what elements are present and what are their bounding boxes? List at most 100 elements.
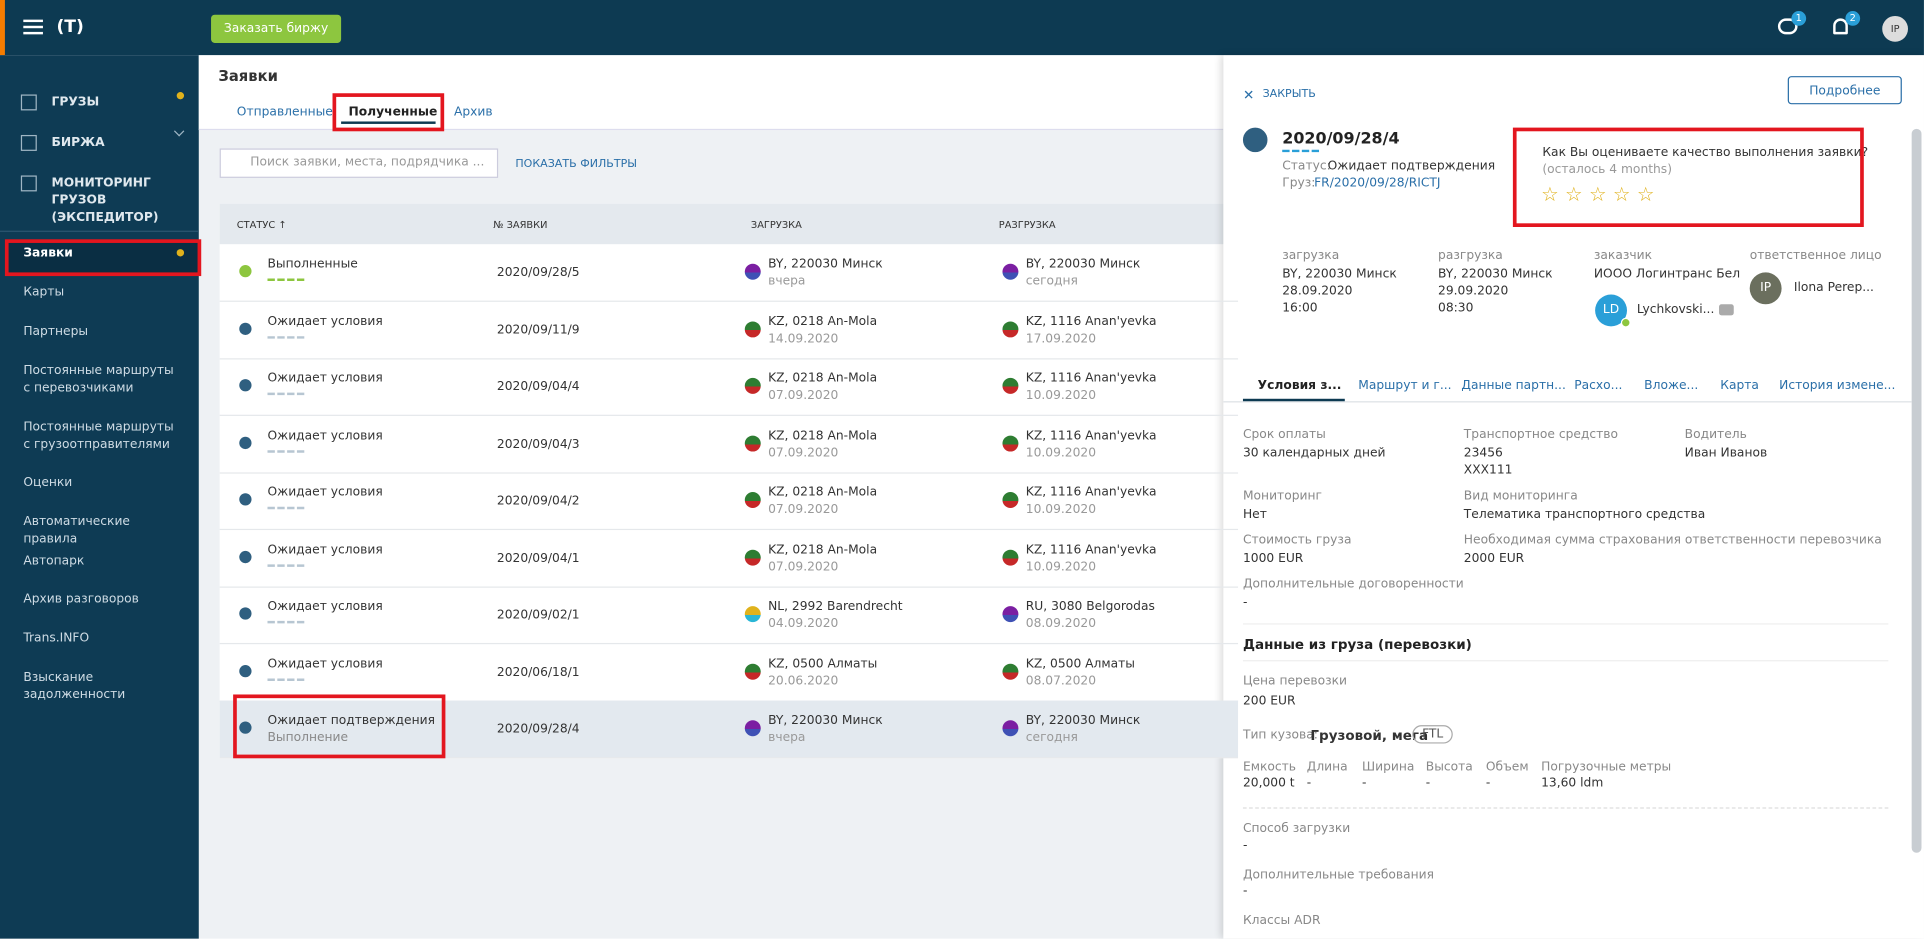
- clock-icon: [1242, 127, 1268, 153]
- scrollbar[interactable]: [1911, 128, 1922, 853]
- section-title: Данные из груза (перевозки): [1242, 636, 1472, 653]
- nav-item[interactable]: Карты: [23, 285, 65, 300]
- load-date: 20.06.2020: [768, 674, 839, 688]
- field-label: Необходимая сумма страхования ответствен…: [1463, 533, 1882, 548]
- notifications-icon[interactable]: [1833, 18, 1848, 35]
- nav-item[interactable]: Оценки: [23, 476, 73, 490]
- flag: [1002, 663, 1019, 680]
- info-line: 29.09.2020: [1438, 284, 1509, 299]
- detail-tab[interactable]: Расхо...: [1574, 379, 1623, 393]
- nav-item[interactable]: Взыскание задолженности: [23, 671, 126, 702]
- tab[interactable]: Архив: [453, 105, 493, 120]
- star[interactable]: ☆: [1612, 182, 1631, 207]
- nav-top-item[interactable]: БИРЖА: [51, 136, 105, 150]
- detail-tab[interactable]: Карта: [1720, 379, 1759, 393]
- star[interactable]: ☆: [1636, 182, 1655, 207]
- nav-item[interactable]: Постоянные маршруты с перевозчиками: [23, 364, 174, 396]
- row-border: [219, 300, 1239, 302]
- flag: [1002, 377, 1019, 394]
- highlight: [4, 239, 202, 277]
- field-label: Высота: [1425, 760, 1473, 775]
- number: 2020/09/11/9: [496, 323, 580, 337]
- star[interactable]: ☆: [1588, 182, 1607, 207]
- row-border: [219, 757, 1239, 759]
- detail-tab[interactable]: Условия з...: [1257, 379, 1342, 393]
- nav-item[interactable]: Автопарк: [23, 554, 85, 569]
- flag: [744, 377, 761, 394]
- star[interactable]: ☆: [1541, 182, 1559, 207]
- dot: [176, 92, 185, 100]
- nav-item[interactable]: Trans.INFO: [23, 631, 90, 646]
- nav-item[interactable]: Архив разговоров: [23, 592, 139, 607]
- column-header: № ЗАЯВКИ: [493, 219, 548, 231]
- messages-icon[interactable]: [1777, 18, 1798, 35]
- detail-tab[interactable]: Данные партн...: [1461, 379, 1566, 393]
- detail-tab[interactable]: Маршрут и г...: [1358, 379, 1452, 393]
- nav-item[interactable]: Партнеры: [23, 325, 89, 339]
- status-icon: [239, 607, 252, 620]
- field-value: 20,000 t: [1242, 776, 1295, 791]
- tab[interactable]: Отправленные: [236, 105, 333, 120]
- load-date: 07.09.2020: [768, 503, 839, 517]
- cargo[interactable]: FR/2020/09/28/RICTJ: [1314, 176, 1441, 191]
- column-header: СТАТУС ↑: [236, 219, 287, 231]
- search-placeholder: Поиск заявки, места, подрядчика ...: [250, 155, 485, 170]
- flag: [1002, 263, 1019, 280]
- badge: 1: [1791, 11, 1807, 26]
- number: 2020/09/04/4: [496, 380, 580, 394]
- flag: [744, 492, 761, 508]
- number: 2020/06/18/1: [496, 665, 580, 680]
- status-icon: [239, 664, 252, 677]
- search[interactable]: [219, 148, 499, 178]
- field-label: Длина: [1306, 760, 1348, 775]
- load: NL, 2992 Barendrecht: [768, 600, 903, 614]
- nav-top-item[interactable]: ГРУЗЫ: [51, 95, 100, 110]
- status: Ожидает условия: [267, 428, 383, 443]
- progress: [267, 449, 305, 453]
- status: Ожидает подтверждения: [1327, 159, 1496, 174]
- detail-tab[interactable]: История измене...: [1779, 379, 1896, 393]
- unload-date: сегодня: [1025, 274, 1078, 289]
- order-button[interactable]: Заказать биржу: [211, 14, 342, 43]
- load-date: 07.09.2020: [768, 446, 839, 460]
- status-icon: [239, 322, 252, 335]
- number: 2020/09/04/3: [496, 437, 580, 451]
- field-value: 200 EUR: [1242, 694, 1296, 708]
- rating-left: (осталось 4 months): [1542, 163, 1672, 177]
- field-value: 2000 EUR: [1463, 552, 1525, 566]
- detail-tab[interactable]: Вложе...: [1644, 379, 1699, 393]
- field-value: XXX111: [1463, 463, 1513, 478]
- column-header: ЗАГРУЗКА: [750, 219, 802, 231]
- more[interactable]: Подробнее: [1787, 76, 1902, 105]
- menu-icon[interactable]: [23, 19, 43, 23]
- filters-link[interactable]: ПОКАЗАТЬ ФИЛЬТРЫ: [515, 158, 638, 171]
- nav-top-item[interactable]: МОНИТОРИНГ ГРУЗОВ (ЭКСПЕДИТОР): [51, 176, 159, 225]
- unload-date: 08.09.2020: [1025, 617, 1097, 631]
- field-value: 30 календарных дней: [1242, 446, 1386, 461]
- field-label: Ширина: [1361, 760, 1415, 775]
- status-icon: [239, 493, 252, 506]
- highlight: [332, 93, 445, 132]
- unload: KZ, 1116 Anan'yevka: [1025, 542, 1157, 557]
- close[interactable]: ЗАКРЫТЬ: [1262, 88, 1316, 101]
- nav-item[interactable]: Постоянные маршруты с грузоотправителями: [23, 420, 174, 452]
- unload: KZ, 1116 Anan'yevka: [1025, 428, 1157, 443]
- avatar[interactable]: IP: [1882, 15, 1908, 42]
- field-value: 23456: [1463, 446, 1503, 461]
- load: BY, 220030 Минск: [768, 714, 883, 728]
- nav-item[interactable]: Автоматические правила: [23, 515, 130, 547]
- status-icon: [239, 436, 252, 449]
- active-item: [4, 239, 199, 274]
- detail-panel: [1223, 55, 1924, 939]
- tab[interactable]: Полученные: [348, 105, 438, 120]
- unload-date: сегодня: [1025, 731, 1078, 745]
- status-icon: [239, 265, 252, 278]
- sidebar: [0, 55, 199, 939]
- nav-item[interactable]: Заявки: [23, 246, 73, 261]
- number: 2020/09/28/4: [496, 722, 580, 737]
- star[interactable]: ☆: [1565, 182, 1583, 207]
- chat-icon[interactable]: [1719, 304, 1734, 316]
- cargo-label: Груз:: [1282, 176, 1316, 191]
- table-head: [219, 203, 1239, 245]
